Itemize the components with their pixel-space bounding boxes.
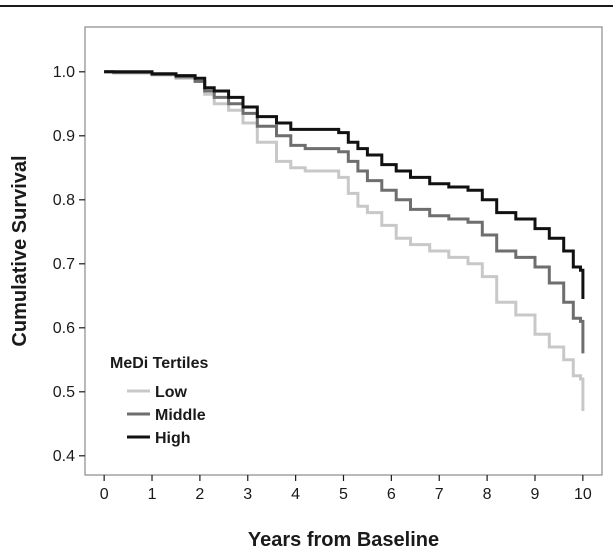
- x-tick-label: 5: [339, 486, 348, 503]
- x-tick-label: 1: [148, 486, 157, 503]
- series-line-low: [104, 70, 585, 411]
- x-tick-label: 3: [243, 486, 252, 503]
- series-layer: [104, 70, 585, 411]
- x-tick-label: 8: [483, 486, 492, 503]
- legend-items: Low Middle High: [127, 384, 206, 447]
- legend-label-high: High: [155, 430, 191, 447]
- x-axis: 0 1 2 3 4 5 6 7 8 9 10: [100, 475, 592, 503]
- y-tick-label: 0.8: [53, 192, 75, 209]
- y-tick-label: 1.0: [53, 64, 75, 81]
- y-axis-title: Cumulative Survival: [9, 155, 31, 346]
- y-tick-label: 0.6: [53, 320, 75, 337]
- legend-label-low: Low: [155, 384, 188, 401]
- legend-label-middle: Middle: [155, 407, 206, 424]
- series-line-high: [104, 70, 585, 299]
- y-tick-label: 0.5: [53, 384, 75, 401]
- x-tick-label: 9: [531, 486, 540, 503]
- y-tick-label: 0.7: [53, 256, 75, 273]
- x-tick-label: 0: [100, 486, 109, 503]
- y-tick-label: 0.4: [53, 448, 75, 465]
- x-tick-label: 10: [574, 486, 592, 503]
- x-tick-label: 2: [195, 486, 204, 503]
- x-tick-label: 6: [387, 486, 396, 503]
- x-axis-title: Years from Baseline: [248, 529, 439, 551]
- series-line-middle: [104, 70, 585, 354]
- y-tick-label: 0.9: [53, 128, 75, 145]
- legend-title: MeDi Tertiles: [110, 355, 209, 372]
- y-axis: 0.4 0.5 0.6 0.7 0.8 0.9 1.0: [53, 64, 85, 465]
- x-tick-label: 7: [435, 486, 444, 503]
- legend: MeDi Tertiles Low Middle High: [110, 355, 209, 447]
- x-tick-label: 4: [291, 486, 300, 503]
